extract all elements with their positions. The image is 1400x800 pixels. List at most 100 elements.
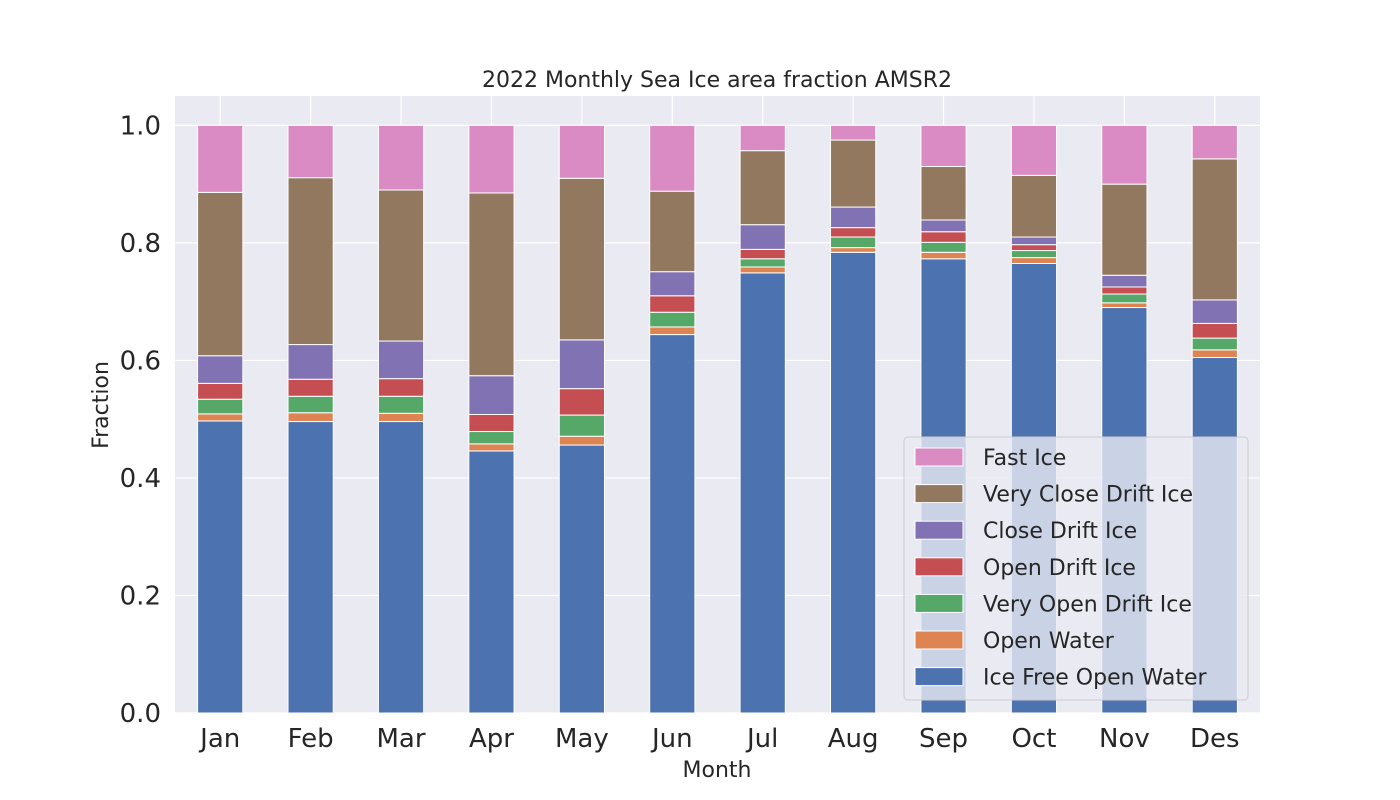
bar-segment [468, 413, 515, 433]
bar-segment [197, 124, 244, 193]
bar-segment [739, 150, 786, 226]
y-tick-label: 0.2 [120, 581, 161, 611]
bar-segment [649, 124, 696, 192]
bar-segment [377, 412, 425, 423]
bar-segment [1010, 244, 1058, 252]
bar-segment [468, 124, 515, 194]
legend-label: Fast Ice [983, 446, 1066, 471]
bar-segment [830, 124, 877, 141]
bar-segment [739, 258, 786, 268]
y-axis-label: Fraction [89, 361, 114, 449]
bar-segment [1101, 286, 1148, 295]
bar-segment [1101, 124, 1148, 185]
bar-segment [468, 431, 515, 445]
bar-segment [558, 124, 605, 179]
bar-segment [1191, 322, 1238, 339]
x-tick-label: Des [1190, 724, 1240, 754]
y-tick-label: 0.6 [120, 346, 161, 376]
y-tick-label: 0.8 [120, 229, 161, 259]
bar-segment [1010, 236, 1058, 246]
x-tick-label: Nov [1099, 724, 1150, 754]
legend-label: Ice Free Open Water [983, 666, 1208, 691]
y-tick-label: 0.4 [120, 464, 161, 494]
bars [197, 124, 1238, 714]
bar-segment [1191, 299, 1238, 324]
bar-segment [197, 413, 244, 422]
bar-segment [830, 139, 877, 208]
legend-label: Open Water [983, 629, 1115, 654]
bar-segment [830, 251, 877, 714]
bar-segment [287, 395, 334, 414]
bar-segment [920, 241, 967, 253]
bar-segment [920, 166, 967, 221]
bar-segment [377, 378, 425, 397]
bar-segment [649, 334, 696, 714]
bar-segment [287, 412, 334, 423]
bar-segment [468, 450, 515, 714]
bar-segment [830, 206, 877, 229]
bar-segment [920, 251, 967, 260]
bar-segment [649, 190, 696, 273]
bar-segment [558, 435, 605, 446]
bar-segment [739, 272, 786, 714]
bar-segment [468, 192, 515, 377]
x-tick-label: Oct [1011, 724, 1056, 754]
bar-segment [377, 421, 425, 714]
bar-segment [377, 395, 425, 414]
bar-segment [558, 388, 605, 416]
bar-segment [830, 236, 877, 249]
bar-segment [1101, 293, 1148, 304]
bar-segment [1101, 274, 1148, 288]
bar-segment [739, 224, 786, 250]
bar-segment [197, 382, 244, 400]
bar-segment [1191, 124, 1238, 160]
x-tick-labels: Jan Feb Mar Apr May Jun Jul Aug Sep Oct Nov Des [198, 724, 1239, 754]
legend: Fast Ice Very Close Drift Ice Close Drift … [903, 436, 1249, 701]
bar-segment [920, 124, 967, 168]
x-tick-label: Sep [919, 724, 968, 754]
bar-segment [649, 271, 696, 297]
bar-segment [377, 340, 425, 380]
bar-segment [287, 344, 334, 380]
x-tick-label: Mar [377, 724, 426, 754]
x-tick-label: Jul [745, 724, 778, 754]
x-tick-label: Jun [650, 724, 693, 754]
bar-segment [558, 414, 605, 437]
bar-segment [197, 420, 244, 714]
x-tick-label: Feb [288, 724, 334, 754]
bar-segment [739, 124, 786, 152]
x-axis-label: Month [683, 758, 752, 783]
bar-segment [1191, 337, 1238, 351]
bar-segment [1010, 174, 1058, 238]
bar-segment [377, 124, 425, 191]
legend-label: Very Close Drift Ice [983, 483, 1193, 508]
legend-swatch [914, 557, 964, 577]
y-tick-label: 0.0 [120, 699, 161, 729]
legend-swatch [914, 667, 964, 687]
bar-segment [649, 295, 696, 313]
legend-swatch [914, 520, 964, 540]
bar-segment [197, 355, 244, 384]
bar-segment [649, 326, 696, 336]
bar-segment [1101, 183, 1148, 276]
bar-segment [468, 443, 515, 452]
legend-swatch [914, 447, 964, 467]
bar-segment [920, 231, 967, 243]
x-tick-label: Apr [469, 724, 514, 754]
legend-label: Very Open Drift Ice [983, 592, 1192, 617]
y-tick-label: 1.0 [120, 111, 161, 141]
legend-label: Close Drift Ice [983, 519, 1137, 544]
bar-segment [287, 177, 334, 346]
bar-segment [830, 227, 877, 238]
bar-segment [197, 398, 244, 415]
bar-segment [558, 339, 605, 390]
legend-swatch [914, 484, 964, 504]
bar-segment [287, 421, 334, 714]
x-tick-label: Aug [828, 724, 879, 754]
legend-swatch [914, 593, 964, 613]
bar-segment [739, 266, 786, 274]
bar-segment [197, 191, 244, 357]
bar-segment [649, 311, 696, 328]
bar-segment [1191, 158, 1238, 301]
